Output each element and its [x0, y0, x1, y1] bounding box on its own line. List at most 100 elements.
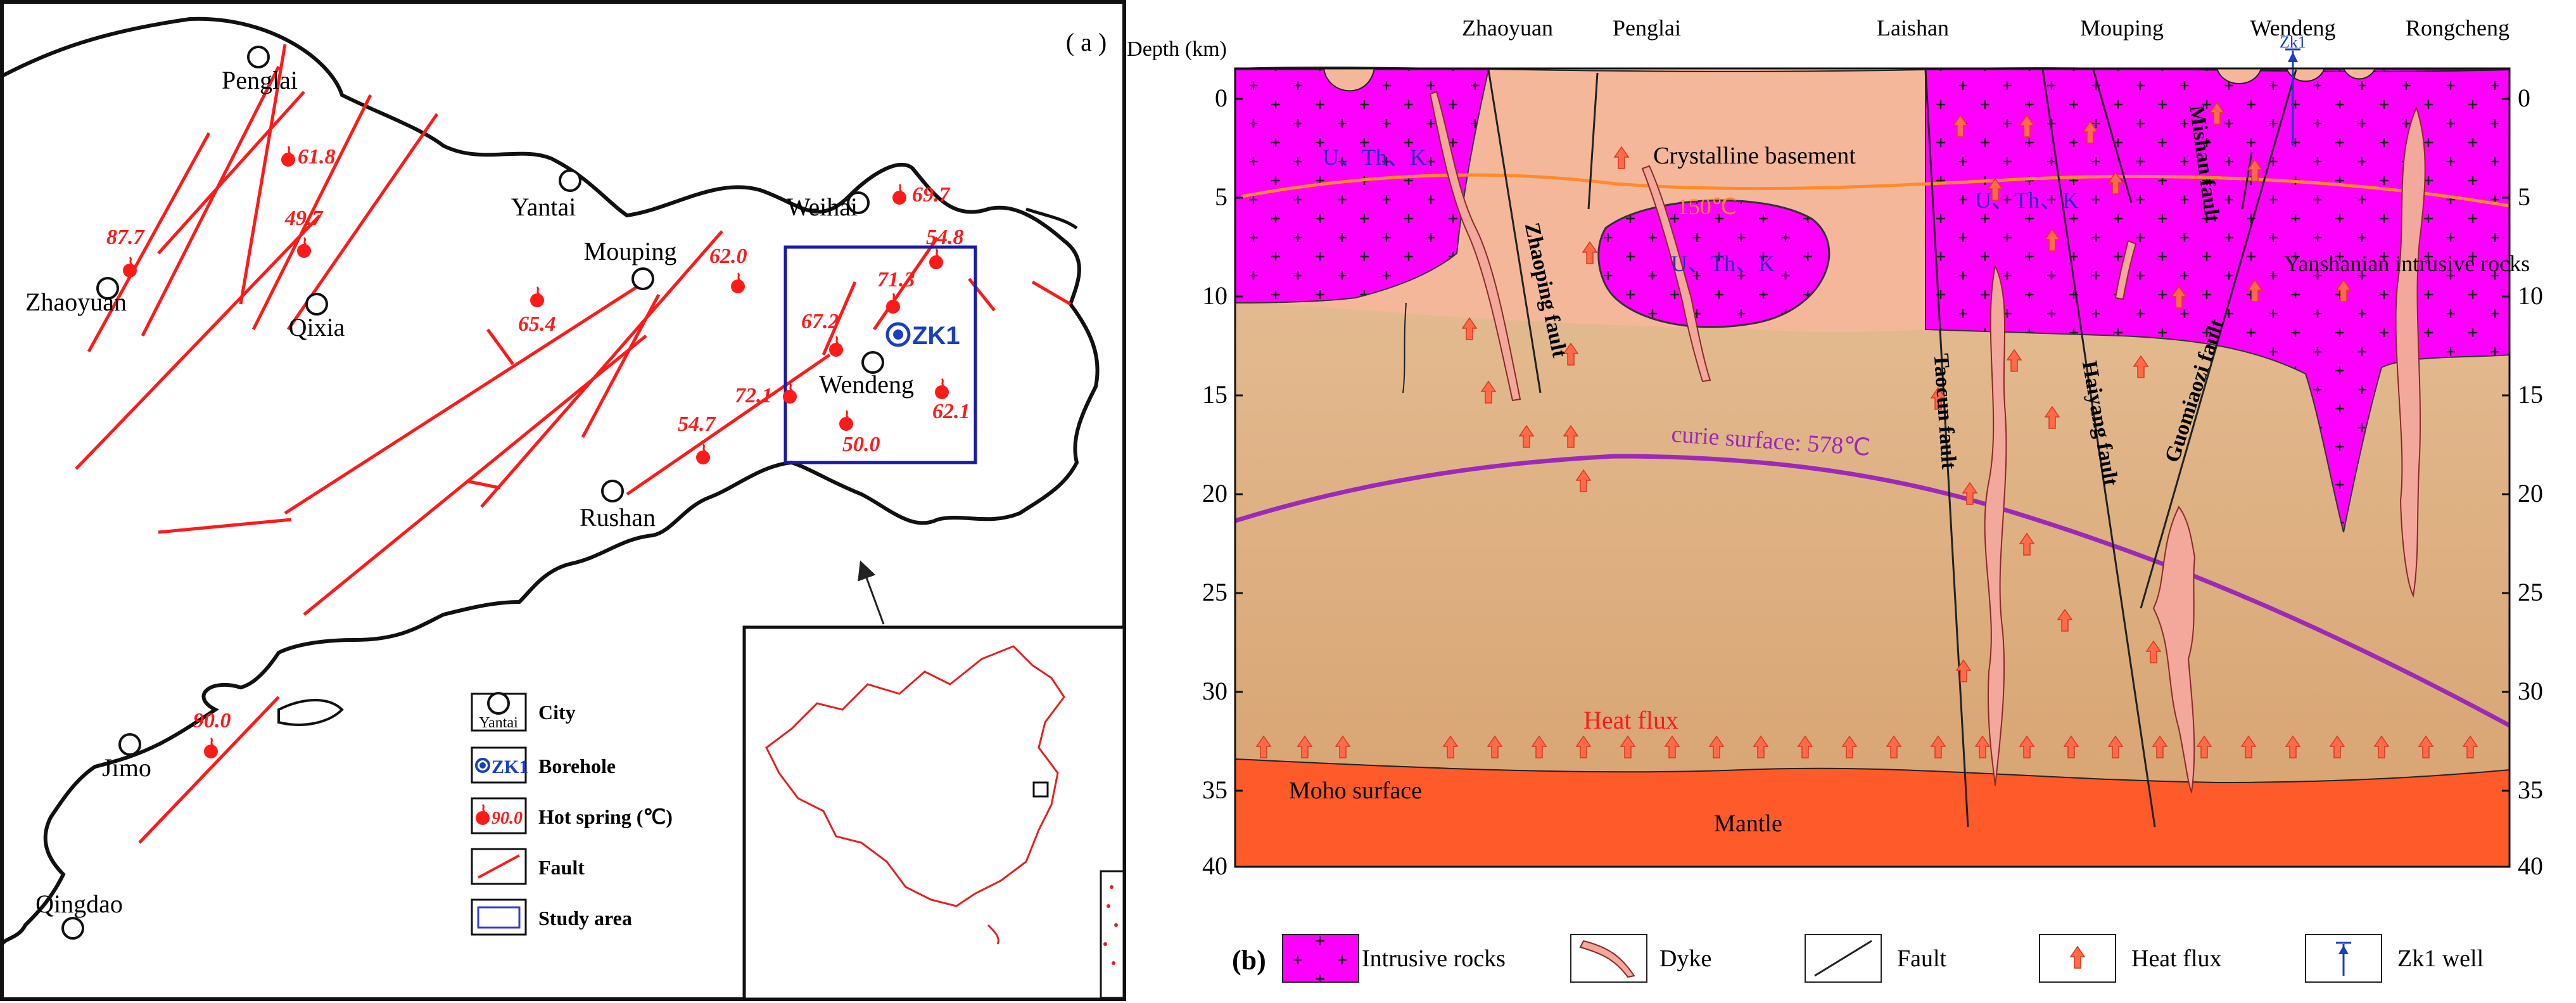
hot-spring: 69.7 — [891, 183, 951, 207]
svg-text:72.1: 72.1 — [735, 384, 773, 407]
legend-b: (b) Intrusive rocks Dyke Fault Heat flux… — [1232, 934, 2484, 983]
legend-borehole: Borehole — [538, 755, 616, 777]
svg-text:65.4: 65.4 — [518, 312, 556, 336]
location-label: Laishan — [1877, 15, 1949, 41]
legend-fault: Fault — [1897, 945, 1947, 972]
location-label: Mouping — [2080, 15, 2164, 41]
hot-spring: 62.0 — [709, 245, 747, 295]
isotherm-label: 150℃ — [1677, 194, 1737, 219]
hot-spring: 67.2 — [801, 310, 844, 358]
legend-well: Zk1 well — [2397, 945, 2484, 972]
legend-city-icon-text: Yantai — [479, 715, 518, 731]
svg-text:69.7: 69.7 — [912, 183, 951, 207]
panel-a-label: ( a ) — [1066, 28, 1107, 56]
fault-lines — [1487, 69, 2297, 827]
moho-label: Moho surface — [1289, 777, 1422, 804]
city-label: Weihai — [787, 193, 858, 221]
svg-text:87.7: 87.7 — [106, 226, 146, 249]
city-label: Wendeng — [819, 370, 914, 399]
svg-text:62.0: 62.0 — [709, 245, 747, 268]
location-label: Wendeng — [2250, 15, 2335, 41]
city-label: Qixia — [289, 313, 345, 342]
legend-spring: Hot spring (℃) — [538, 805, 673, 828]
svg-text:90.0: 90.0 — [193, 709, 231, 732]
tick-right: 15 — [2518, 380, 2543, 409]
city-label: Jimo — [102, 753, 151, 782]
hot-spring: 54.8 — [926, 226, 964, 271]
zk1-well: Zk1 — [2280, 33, 2306, 146]
hot-spring: 54.7 — [678, 412, 717, 466]
tick-right: 40 — [2518, 852, 2543, 880]
legend-city: City — [538, 701, 576, 724]
panel-b-frame — [1234, 67, 2511, 868]
tick-left: 20 — [1202, 479, 1228, 508]
legend-intrusive: Intrusive rocks — [1362, 945, 1506, 972]
uthk-label: U、Th、K — [1975, 188, 2079, 213]
tick-right: 20 — [2518, 479, 2543, 508]
city-marker: Mouping — [584, 237, 677, 290]
faults — [75, 44, 1072, 844]
legend-dyke: Dyke — [1659, 945, 1711, 972]
location-label: Penglai — [1613, 15, 1681, 41]
hot-spring: 49.7 — [284, 207, 324, 259]
svg-text:54.7: 54.7 — [678, 412, 717, 436]
tick-left: 5 — [1215, 182, 1228, 211]
tick-right: 25 — [2518, 578, 2543, 606]
hot-spring: 61.8 — [280, 145, 336, 169]
legend-borehole-icon-text: ZK1 — [492, 757, 528, 777]
intrusive-body-west — [1234, 69, 1490, 304]
location-label: Zhaoyuan — [1462, 15, 1553, 41]
legend-spring-icon-text: 90.0 — [492, 808, 523, 828]
city-label: Zhaoyuan — [25, 288, 127, 316]
borehole-marker: ZK1 — [885, 322, 960, 350]
tick-left: 35 — [1202, 776, 1228, 804]
tick-left: 25 — [1202, 578, 1228, 606]
city-label: Yantai — [511, 193, 576, 221]
depth-axis-title: Depth (km) — [1127, 37, 1227, 61]
uthk-label: U、Th、K — [1323, 144, 1426, 170]
hot-spring: 50.0 — [838, 409, 880, 456]
svg-text:49.7: 49.7 — [284, 207, 324, 230]
city-label: Rushan — [580, 503, 656, 532]
coastline — [0, 16, 1100, 946]
curie-surface — [1234, 454, 2511, 728]
intrusive-pluton — [1597, 199, 1830, 328]
city-marker: Weihai — [787, 191, 870, 221]
study-area-box — [784, 245, 977, 464]
tick-right: 10 — [2518, 281, 2543, 310]
location-label: Rongcheng — [2406, 15, 2509, 41]
svg-text:50.0: 50.0 — [842, 433, 880, 456]
yanshanian-label: Yanshanian intrusive rocks — [2284, 251, 2530, 276]
hot-spring: 71.3 — [877, 268, 915, 315]
tick-right: 0 — [2518, 84, 2530, 112]
legend-study-area: Study area — [538, 907, 632, 930]
legend-heat-flux: Heat flux — [2131, 945, 2221, 972]
tick-left: 10 — [1202, 281, 1228, 310]
tick-left: 0 — [1215, 84, 1228, 112]
hot-spring: 87.7 — [106, 226, 146, 279]
tick-right: 35 — [2518, 776, 2543, 804]
city-marker: Yantai — [511, 169, 581, 221]
city-marker: Jimo — [102, 733, 151, 782]
city-label: Mouping — [584, 237, 677, 265]
hot-spring: 90.0 — [193, 709, 231, 760]
tick-right: 5 — [2518, 182, 2530, 211]
depth-ticks: 0 5 10 15 20 25 30 35 40 0 5 10 15 20 25… — [1202, 84, 2543, 880]
city-marker: Penglai — [222, 46, 298, 94]
city-marker: Rushan — [580, 480, 656, 532]
svg-text:54.8: 54.8 — [926, 226, 964, 249]
tick-right: 30 — [2518, 677, 2543, 705]
panel-b-label: (b) — [1232, 945, 1266, 976]
isotherm-150 — [1241, 173, 2510, 208]
panel-b: Zk1 Depth (km) 0 5 10 15 20 25 30 35 40 … — [1127, 15, 2543, 983]
tick-left: 40 — [1202, 852, 1228, 880]
city-marker: Wendeng — [819, 351, 914, 399]
city-marker: Qingdao — [35, 890, 123, 940]
city-marker: Zhaoyuan — [25, 277, 127, 316]
panel-a: ( a ) — [0, 0, 1126, 1001]
dykes — [1429, 91, 2426, 795]
svg-text:67.2: 67.2 — [801, 310, 839, 333]
svg-text:71.3: 71.3 — [877, 268, 915, 291]
legend-fault: Fault — [538, 856, 585, 879]
